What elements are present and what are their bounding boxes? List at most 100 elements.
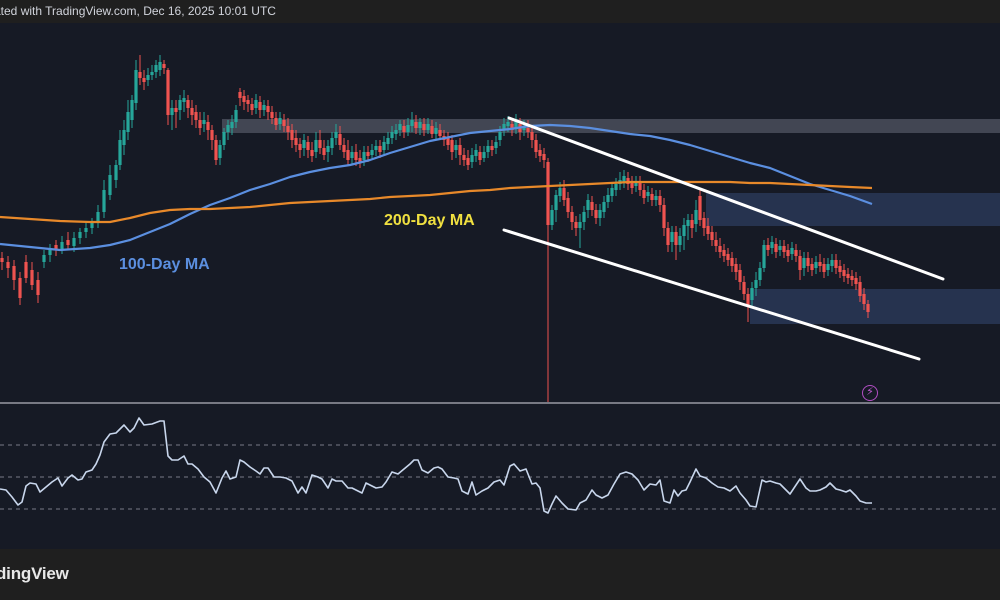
candle	[146, 68, 150, 86]
100-day-ma-line[interactable]	[0, 123, 873, 252]
candle	[574, 216, 578, 236]
candle	[838, 260, 842, 278]
candle	[802, 252, 806, 276]
candle	[150, 65, 154, 80]
candle	[114, 160, 118, 188]
candle	[542, 148, 546, 168]
candle	[362, 146, 366, 166]
candle	[854, 272, 858, 290]
lightning-bolt-icon[interactable]: ⚡︎	[862, 385, 878, 401]
candle	[706, 218, 710, 240]
candle	[582, 206, 586, 230]
candle	[370, 144, 374, 160]
candle	[486, 140, 490, 158]
candle	[650, 188, 654, 206]
200-day-ma-line[interactable]	[0, 180, 873, 224]
candle	[198, 112, 202, 135]
candle	[262, 100, 266, 116]
candle	[234, 105, 238, 128]
candle	[250, 98, 254, 115]
candle	[818, 254, 822, 272]
candle	[610, 182, 614, 202]
channel-upper-line[interactable]	[507, 116, 945, 281]
candle	[354, 144, 358, 166]
candle	[298, 138, 302, 158]
candle	[822, 258, 826, 278]
candle	[826, 258, 830, 276]
candle	[586, 194, 590, 218]
price-chart[interactable]	[0, 23, 1000, 549]
candle	[410, 112, 414, 132]
candle	[718, 238, 722, 258]
candle	[646, 186, 650, 202]
candle	[398, 120, 402, 136]
candle	[778, 240, 782, 256]
candle	[90, 218, 94, 234]
candle	[446, 132, 450, 150]
candle	[102, 180, 106, 218]
chart-area[interactable]: 100-Day MA 200-Day MA ⚡︎ JulAugSepOctNov…	[0, 23, 1000, 572]
candle	[502, 118, 506, 136]
tradingview-logo-text: dingView	[0, 564, 69, 583]
candle	[590, 196, 594, 216]
candle	[374, 140, 378, 156]
candle	[642, 184, 646, 204]
candle	[714, 232, 718, 252]
candle	[438, 124, 442, 140]
candle	[730, 252, 734, 272]
candle	[794, 244, 798, 262]
candle	[606, 188, 610, 208]
candle	[786, 244, 790, 262]
candle	[466, 150, 470, 170]
candle	[662, 198, 666, 236]
candle	[834, 254, 838, 274]
chart-caption-bar: ated with TradingView.com, Dec 16, 2025 …	[0, 0, 1000, 23]
candle	[210, 125, 214, 150]
candle	[462, 148, 466, 166]
candle	[454, 140, 458, 158]
candle	[858, 276, 862, 302]
candle	[338, 126, 342, 150]
candle	[570, 206, 574, 230]
candle	[458, 138, 462, 165]
candle	[846, 268, 850, 284]
rsi-line[interactable]	[0, 417, 872, 514]
candle	[494, 136, 498, 154]
rsi-levels-layer	[0, 444, 1000, 510]
candle	[490, 140, 494, 156]
candle	[222, 128, 226, 150]
candle	[310, 142, 314, 162]
candle	[510, 118, 514, 136]
candle	[422, 118, 426, 136]
candle	[238, 88, 242, 106]
candle	[770, 236, 774, 254]
candle	[84, 222, 88, 238]
candle	[774, 238, 778, 258]
candle	[12, 260, 16, 290]
candle	[670, 226, 674, 252]
candle	[790, 242, 794, 260]
candle	[686, 214, 690, 240]
candle	[174, 100, 178, 128]
channel-lower-line[interactable]	[502, 228, 921, 361]
candle	[108, 165, 112, 200]
candle	[710, 226, 714, 246]
candle	[274, 112, 278, 130]
candle	[318, 130, 322, 154]
candle	[418, 118, 422, 135]
candle	[754, 272, 758, 296]
candle	[758, 262, 762, 286]
candle	[314, 132, 318, 158]
candle	[78, 228, 82, 244]
candle	[366, 146, 370, 162]
candle	[674, 226, 678, 260]
candle	[722, 244, 726, 262]
candle	[598, 204, 602, 226]
candle	[278, 112, 282, 130]
chart-caption: ated with TradingView.com, Dec 16, 2025 …	[0, 4, 276, 18]
candle	[334, 124, 338, 145]
candle	[350, 146, 354, 164]
candle	[546, 158, 550, 402]
candle	[866, 300, 870, 318]
candle	[266, 100, 270, 120]
